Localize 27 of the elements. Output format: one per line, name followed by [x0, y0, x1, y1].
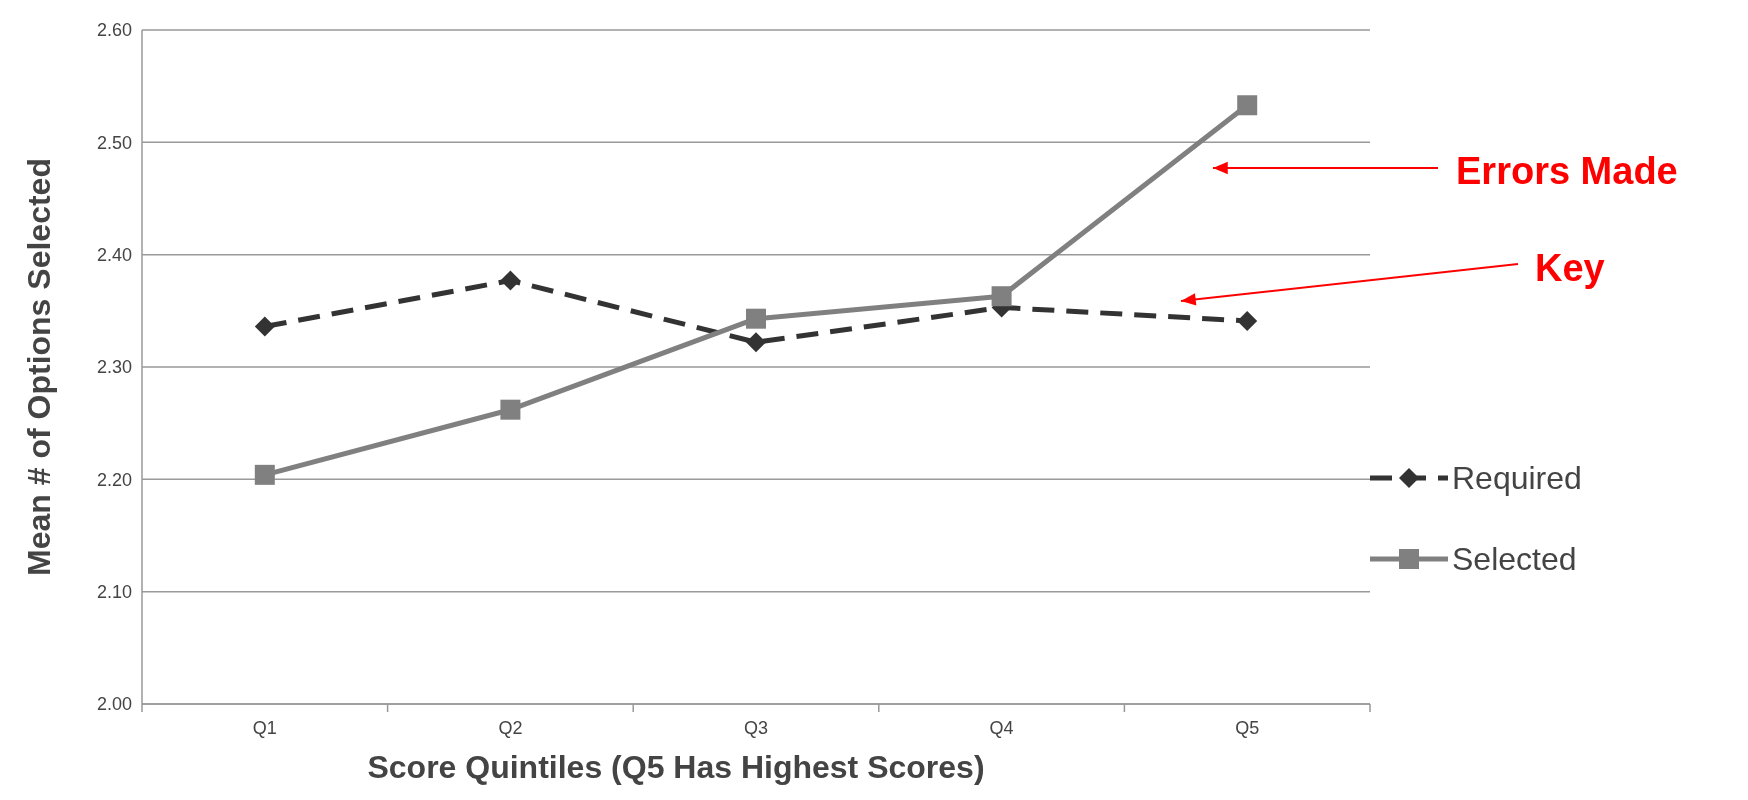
text: Key [1535, 247, 1605, 289]
y-tick-label: 2.20 [96, 469, 132, 490]
point [254, 316, 275, 337]
point [1237, 95, 1258, 116]
y-tick-label: 2.10 [96, 581, 132, 602]
y-tick-label: 2.50 [96, 132, 132, 153]
x-tick-label: Q1 [252, 718, 277, 738]
y-tick-label: 2.60 [96, 20, 132, 41]
point [746, 332, 766, 353]
text: Errors Made [1456, 150, 1678, 192]
legend-label: Required [1452, 460, 1582, 497]
point [991, 286, 1012, 307]
y-tick-label: 2.30 [96, 357, 132, 378]
point [746, 308, 766, 329]
x-axis-title: Score Quintiles (Q5 Has Highest Scores) [367, 749, 985, 785]
point [500, 270, 521, 291]
x-tick-label: Q3 [743, 718, 769, 738]
point [254, 464, 275, 485]
y-tick-label: 2.40 [96, 244, 132, 265]
y-axis-title: Mean # of Options Selected [21, 158, 57, 576]
x-tick-label: Q4 [989, 718, 1014, 738]
point [500, 399, 521, 420]
point [1237, 310, 1258, 331]
legend-label: Selected [1452, 541, 1577, 578]
x-tick-label: Q5 [1235, 718, 1260, 738]
y-tick-label: 2.00 [96, 694, 132, 715]
x-tick-label: Q2 [498, 718, 523, 738]
